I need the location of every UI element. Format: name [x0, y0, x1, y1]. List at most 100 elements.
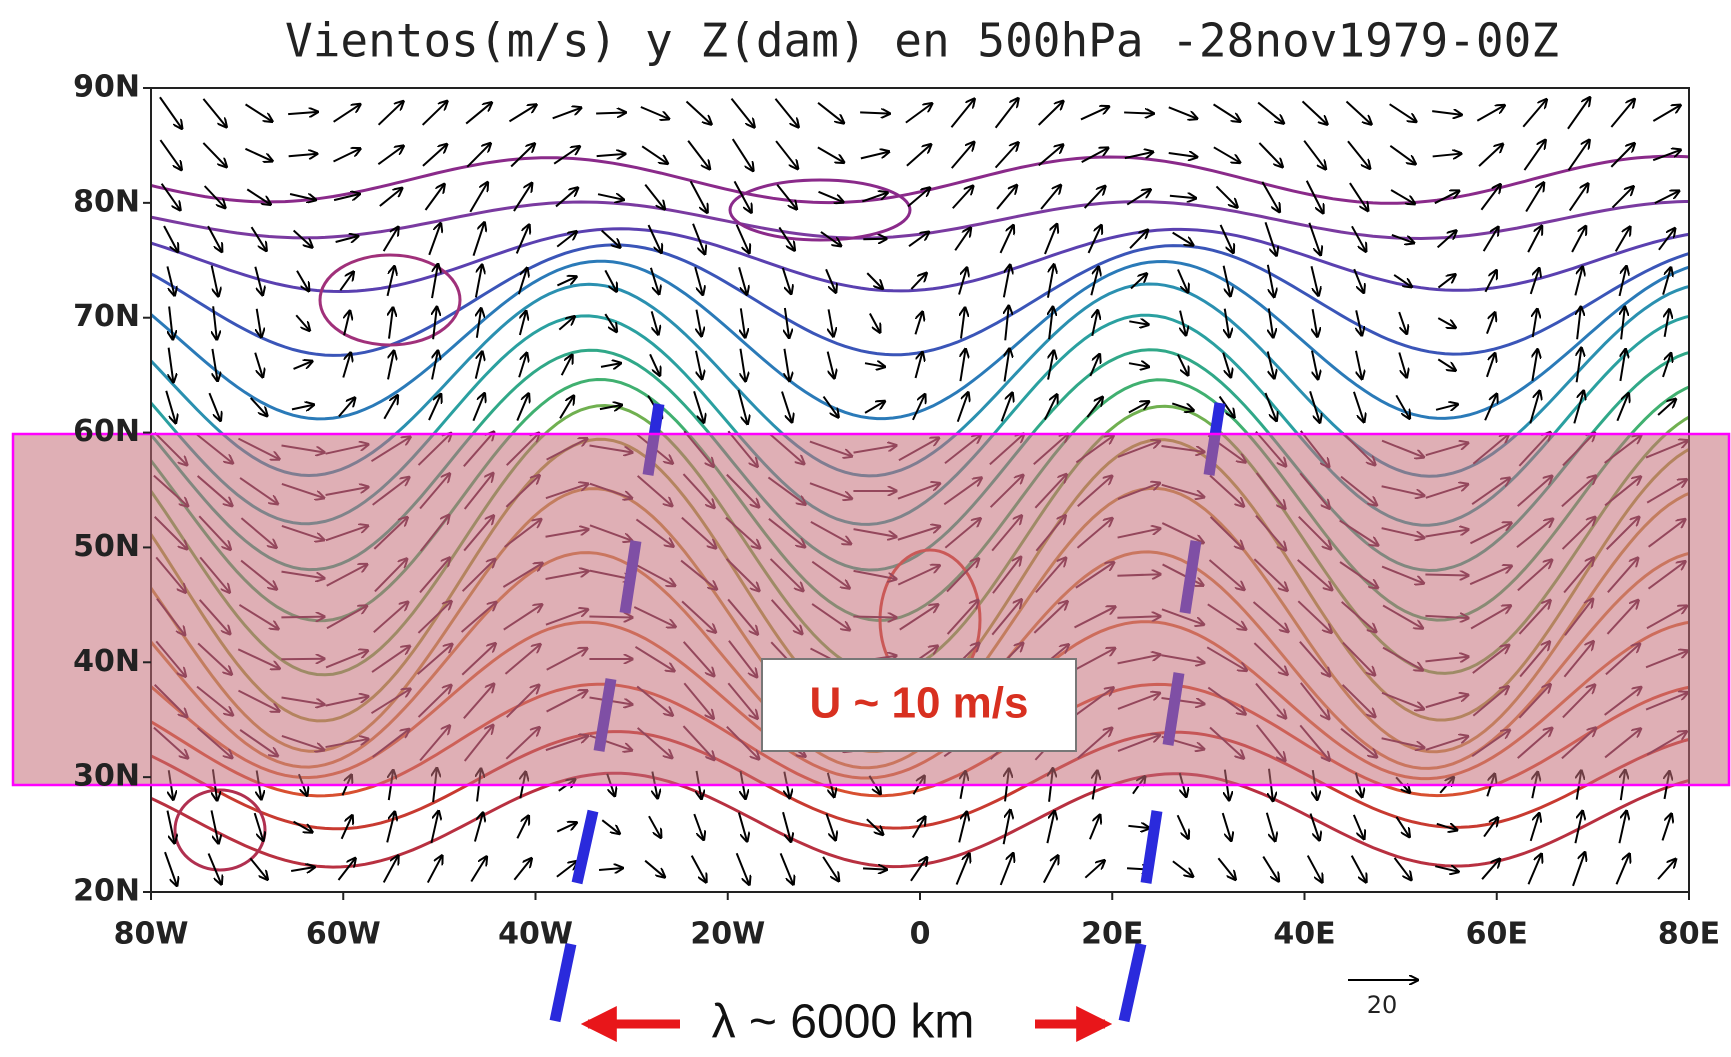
lon-label: 40W: [498, 917, 573, 952]
wind-arrow: [1399, 312, 1407, 334]
wind-arrow: [863, 868, 887, 869]
wind-arrow: [162, 184, 181, 211]
wind-arrow: [915, 312, 922, 335]
lat-label: 20N: [73, 874, 140, 909]
wind-arrow: [255, 353, 263, 378]
wind-arrow: [1356, 351, 1362, 379]
wind-arrow: [250, 858, 267, 879]
wind-arrow: [741, 308, 745, 337]
lat-label: 50N: [73, 529, 140, 564]
wind-arrow: [823, 857, 839, 881]
wind-arrow: [557, 822, 577, 831]
wind-arrow: [782, 392, 792, 423]
wind-arrow: [1214, 104, 1241, 121]
wind-arrow: [470, 182, 487, 212]
wind-arrow: [423, 144, 447, 166]
wind-arrow: [696, 310, 701, 337]
wind-arrow: [916, 352, 923, 378]
wind-arrow: [212, 349, 217, 381]
wind-arrow: [1173, 233, 1194, 246]
wind-arrow: [476, 351, 482, 378]
lat-label: 80N: [73, 184, 140, 219]
wind-arrow: [1433, 154, 1462, 157]
wind-arrow: [1048, 264, 1054, 297]
wind-arrow: [818, 147, 844, 162]
wind-arrow: [1004, 810, 1011, 844]
lat-label: 90N: [73, 70, 140, 105]
wind-arrow: [1170, 196, 1196, 199]
wind-arrow: [334, 104, 361, 122]
lat-label: 60N: [73, 414, 140, 449]
wind-arrow: [1178, 815, 1189, 839]
wind-arrow: [908, 188, 930, 207]
wind-arrow: [1438, 318, 1455, 328]
wind-arrow: [1044, 855, 1058, 882]
wind-arrow: [388, 266, 395, 296]
wind-arrow: [1039, 101, 1064, 125]
wind-arrow: [1528, 226, 1542, 252]
wind-arrow: [1481, 184, 1500, 209]
wind-arrow: [1484, 817, 1498, 836]
wind-arrow: [344, 311, 350, 336]
wind-arrow: [733, 139, 753, 171]
wind-arrow: [246, 104, 273, 121]
wind-arrow: [960, 349, 965, 381]
wind-arrow: [959, 267, 967, 294]
wind-arrow: [1663, 267, 1671, 294]
wind-arrow: [160, 97, 182, 129]
wind-arrow: [428, 855, 442, 882]
wind-arrow: [519, 353, 527, 377]
wind-arrow: [169, 307, 173, 340]
wind-arrow: [1663, 814, 1672, 841]
wind-arrow: [824, 397, 839, 418]
wind-arrow: [1526, 182, 1544, 211]
wind-arrow: [379, 101, 404, 125]
wind-arrow: [1532, 349, 1537, 381]
wind-arrow: [169, 348, 174, 383]
wind-arrow: [952, 142, 974, 168]
wind-arrow: [1304, 141, 1326, 170]
wind-arrow: [1396, 395, 1409, 418]
wind-arrow: [863, 239, 886, 240]
wind-arrow: [1612, 186, 1633, 207]
wind-arrow: [1354, 392, 1364, 422]
lat-label: 40N: [73, 644, 140, 679]
wind-arrow: [1390, 104, 1417, 122]
wind-arrow: [1352, 226, 1366, 251]
wind-arrow: [1047, 811, 1054, 843]
wind-arrow: [1348, 141, 1370, 168]
wind-arrow: [1216, 186, 1237, 207]
wind-arrow: [1438, 359, 1455, 370]
wind-arrow: [160, 140, 181, 170]
wind-arrow: [387, 812, 395, 843]
wind-arrow: [296, 315, 310, 331]
wind-arrow: [907, 144, 931, 165]
wind-arrow: [645, 861, 665, 878]
wind-arrow: [1653, 105, 1680, 121]
wind-arrow: [211, 810, 218, 843]
wind-arrow: [861, 152, 889, 159]
wind-arrow: [686, 102, 711, 125]
wind-arrow: [474, 222, 485, 255]
wind-arrow: [340, 272, 353, 291]
height-contour: [141, 156, 1693, 203]
wind-arrow: [294, 361, 313, 369]
wind-arrow: [423, 101, 448, 125]
wind-arrow: [1221, 225, 1234, 253]
wind-arrow: [957, 853, 970, 884]
wind-arrow: [1045, 224, 1057, 254]
wind-arrow: [1572, 226, 1586, 252]
wind-arrow: [1436, 404, 1458, 410]
wind-arrow: [695, 267, 703, 295]
wind-arrow: [1214, 147, 1240, 162]
wind-arrow: [958, 392, 968, 421]
wind-arrow: [865, 401, 885, 413]
lon-label: 60E: [1466, 917, 1528, 952]
wind-arrow: [870, 313, 880, 332]
wind-arrow: [473, 393, 484, 421]
wind-arrow: [1479, 144, 1503, 166]
wind-arrow: [953, 186, 973, 208]
wind-arrow: [209, 393, 220, 421]
band-label: U ~ 10 m/s: [810, 679, 1029, 728]
wind-arrow: [642, 146, 668, 163]
